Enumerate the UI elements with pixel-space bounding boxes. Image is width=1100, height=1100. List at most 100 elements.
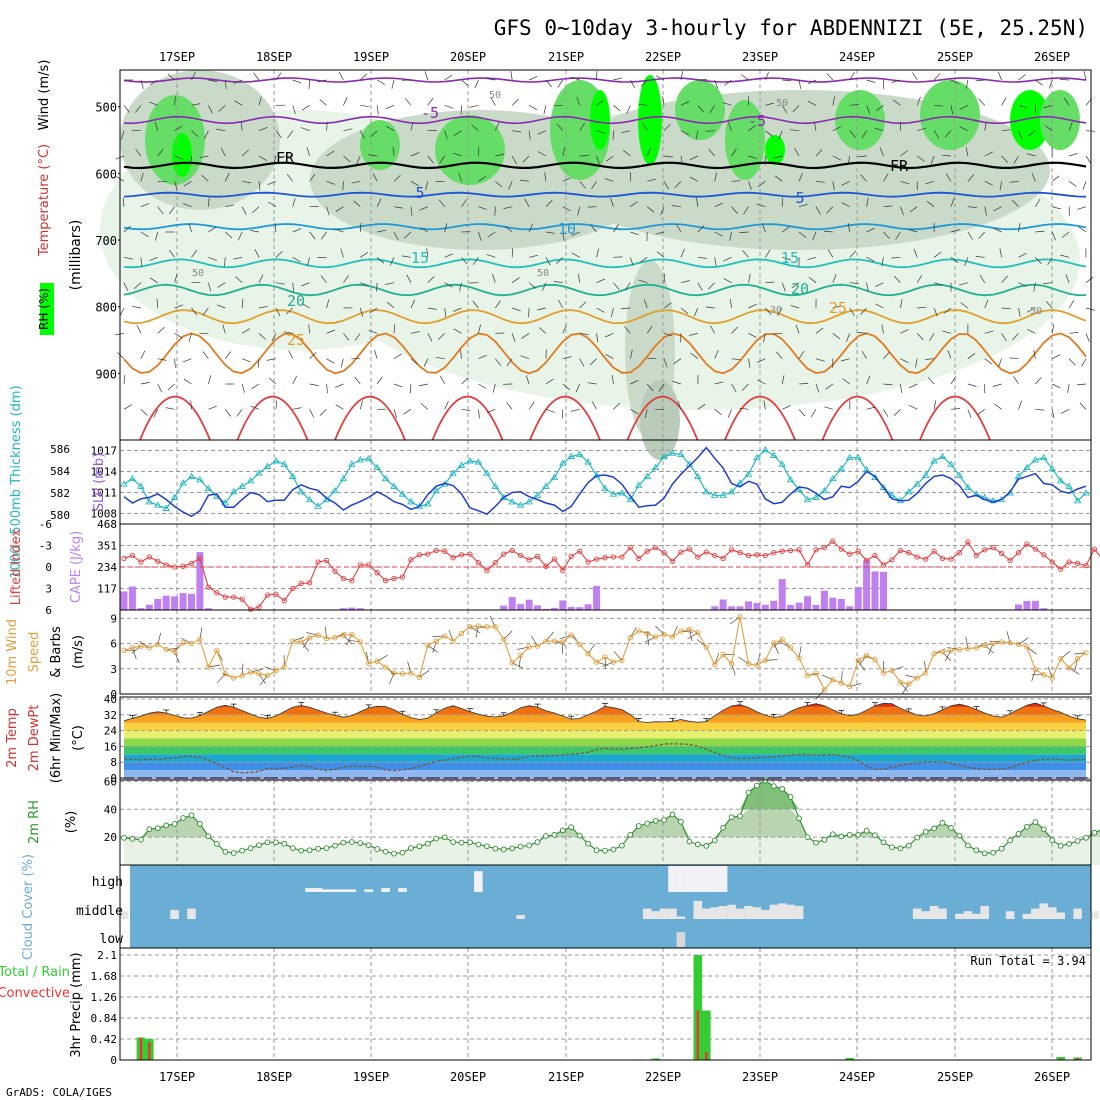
wind-barb	[287, 130, 294, 139]
lifted-index-point	[737, 550, 743, 556]
thickness-point	[120, 480, 128, 487]
lifted-index-point	[501, 551, 507, 557]
cape-bar	[778, 579, 786, 610]
wind-barb	[881, 257, 884, 267]
rh-point	[424, 840, 431, 847]
wind-barb	[472, 300, 479, 309]
thickness-point	[154, 501, 162, 508]
contour-label: 50	[537, 268, 549, 279]
thickness-point	[1023, 463, 1031, 471]
wind-barb	[326, 383, 328, 394]
cape-tick: 234	[97, 561, 117, 574]
lifted-index-point	[180, 563, 186, 569]
wind-barb	[866, 257, 875, 262]
cloud-low-label: low	[100, 932, 124, 947]
precip-tick: 1.68	[91, 970, 118, 983]
thickness-point	[905, 488, 913, 495]
wind-barb	[140, 231, 149, 238]
contour-30	[123, 332, 1087, 375]
wind-barb	[562, 383, 570, 391]
wind-barb	[857, 332, 867, 334]
wind-barb	[596, 99, 605, 106]
contour-15	[123, 258, 1087, 269]
wind-barb	[461, 257, 468, 265]
wind-barb	[376, 282, 378, 292]
wind-barb	[236, 409, 243, 417]
wind-barb	[708, 148, 715, 157]
wind-barb	[757, 379, 766, 385]
wind-barb	[765, 249, 771, 258]
wind-barb	[748, 303, 757, 309]
wind-speed-point	[1024, 644, 1030, 650]
precip-tick: 1.26	[91, 991, 118, 1004]
lifted-index-point	[332, 568, 338, 574]
lifted-index-point	[1058, 566, 1064, 572]
cloud-high-cell	[685, 866, 694, 892]
wind-barb	[646, 206, 655, 213]
wind-barb	[410, 152, 420, 157]
wind-barb	[334, 383, 344, 388]
wind-barb	[292, 228, 302, 233]
lifted-index-point	[560, 567, 566, 574]
thickness-point	[1040, 453, 1048, 461]
cloud-high-cell	[668, 866, 677, 892]
wind-barb	[674, 181, 682, 189]
wind-barb	[490, 97, 496, 106]
wind-speed-point	[298, 639, 304, 645]
precip-tick: 0.42	[91, 1033, 118, 1046]
wind-tick: 9	[110, 612, 117, 625]
rh-point	[880, 839, 887, 846]
wind-barb	[154, 121, 159, 131]
wind-barb	[174, 155, 184, 160]
wind-barb	[561, 409, 564, 419]
wind-barb	[182, 203, 192, 207]
cloud-high-cell	[347, 889, 357, 892]
wind-barb	[240, 121, 243, 131]
temp-tick: 0	[110, 772, 117, 785]
cape-bar	[196, 552, 204, 610]
wind-barb	[292, 79, 302, 84]
wind-barb	[798, 79, 802, 89]
wind-barb	[553, 281, 563, 284]
cape-bar	[525, 599, 533, 610]
wind-barb	[241, 149, 249, 157]
wind-barb	[697, 256, 707, 259]
thickness-point	[542, 482, 550, 489]
wind-barb	[1018, 74, 1026, 81]
wind-barb	[1078, 226, 1087, 233]
wind-speed-point	[256, 671, 262, 677]
footer-credit: GrADS: COLA/IGES	[6, 1086, 112, 1099]
wind-barb	[119, 307, 125, 317]
wind-barb	[418, 383, 428, 387]
wind-barb	[590, 224, 597, 233]
lifted-index-point	[669, 558, 676, 564]
wind-barb	[596, 130, 606, 134]
rh-point	[813, 839, 819, 846]
wind-barb	[401, 255, 411, 258]
wind-barb	[511, 155, 517, 165]
rh-point	[694, 841, 701, 848]
wind-barb	[225, 204, 235, 208]
thickness-point	[786, 475, 795, 483]
lifted-index-point	[728, 547, 735, 553]
lifted-index-point	[703, 549, 709, 555]
thickness-point	[972, 490, 981, 497]
wind-barb	[1067, 383, 1070, 393]
wind-speed-point	[568, 632, 574, 638]
rh-tick: 60	[104, 775, 117, 788]
wind-speed-point	[129, 645, 136, 651]
wind-barb	[556, 123, 564, 131]
cloud-middle-cell	[769, 904, 779, 919]
wind-barb	[663, 358, 668, 368]
wind-barb	[714, 409, 722, 416]
wind-barb	[241, 328, 250, 334]
thickness-point	[812, 493, 820, 500]
cape-bar	[745, 601, 752, 610]
wind-barb	[503, 206, 513, 210]
rh-point	[652, 817, 659, 824]
cloud-middle-cell	[1047, 907, 1057, 919]
wind-barb	[826, 73, 834, 81]
thickness-point	[879, 483, 888, 490]
convective-bar	[139, 1038, 143, 1060]
wind-barb	[425, 181, 429, 191]
